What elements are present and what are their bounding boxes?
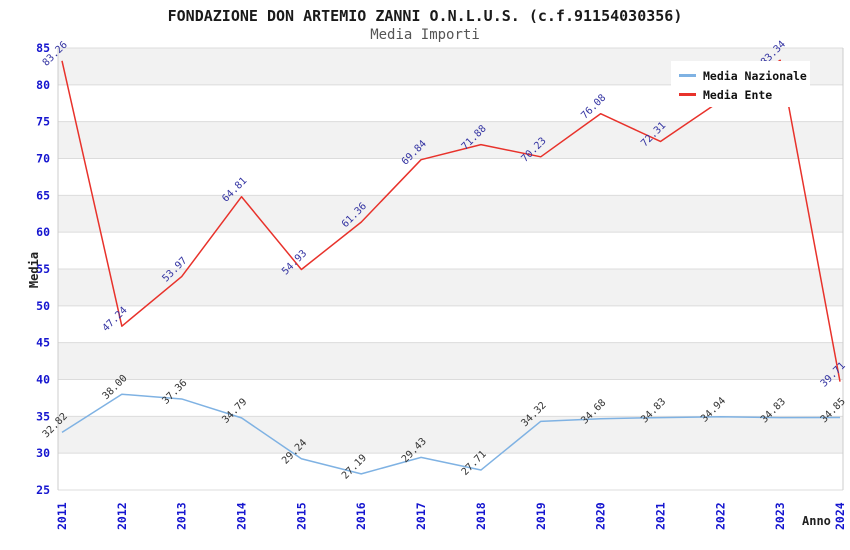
plot-band bbox=[58, 195, 843, 233]
data-label: 37.36 bbox=[160, 378, 189, 407]
y-tick-label: 35 bbox=[36, 409, 50, 423]
x-tick-label: 2015 bbox=[294, 502, 308, 530]
x-tick-label: 2011 bbox=[55, 502, 69, 530]
plot-band bbox=[58, 269, 843, 306]
x-tick-label: 2017 bbox=[414, 502, 428, 530]
x-tick-label: 2020 bbox=[594, 502, 608, 530]
data-label: 76.08 bbox=[579, 92, 608, 121]
legend-item-media-nazionale: Media Nazionale bbox=[679, 66, 810, 85]
y-tick-label: 55 bbox=[36, 262, 50, 276]
media-ente-line-swatch bbox=[679, 93, 696, 96]
x-tick-label: 2019 bbox=[534, 502, 548, 530]
y-tick-label: 70 bbox=[36, 152, 50, 166]
plot-band bbox=[58, 342, 843, 380]
x-tick-label: 2023 bbox=[773, 502, 787, 530]
plot-band bbox=[58, 416, 843, 454]
x-tick-label: 2012 bbox=[115, 502, 129, 530]
data-label: 27.19 bbox=[340, 453, 369, 482]
y-tick-label: 30 bbox=[36, 446, 50, 460]
y-tick-label: 80 bbox=[36, 78, 50, 92]
data-label: 47.24 bbox=[101, 305, 130, 334]
x-tick-label: 2021 bbox=[653, 502, 667, 530]
x-tick-label: 2016 bbox=[354, 502, 368, 530]
y-tick-label: 65 bbox=[36, 188, 50, 202]
y-tick-label: 45 bbox=[36, 336, 50, 350]
x-tick-label: 2022 bbox=[713, 502, 727, 530]
media-nazionale-line bbox=[61, 393, 841, 475]
y-tick-label: 25 bbox=[36, 483, 50, 497]
x-tick-label: 2014 bbox=[235, 502, 249, 530]
media-nazionale-line-swatch bbox=[679, 74, 696, 77]
legend-label: Media Nazionale bbox=[703, 68, 807, 83]
y-tick-label: 60 bbox=[36, 225, 50, 239]
y-tick-label: 50 bbox=[36, 299, 50, 313]
y-tick-label: 75 bbox=[36, 115, 50, 129]
x-tick-label: 2018 bbox=[474, 502, 488, 530]
x-axis-title: Anno bbox=[802, 514, 831, 528]
x-tick-label: 2024 bbox=[833, 502, 847, 530]
legend-label: Media Ente bbox=[703, 87, 773, 102]
chart-title: FONDAZIONE DON ARTEMIO ZANNI O.N.L.U.S. … bbox=[167, 7, 683, 25]
legend: Media Nazionale Media Ente bbox=[671, 61, 810, 107]
media-ente-line bbox=[61, 59, 841, 382]
y-axis-title: Media bbox=[27, 251, 41, 289]
y-tick-label: 85 bbox=[36, 41, 50, 55]
x-tick-label: 2013 bbox=[175, 502, 189, 530]
y-tick-label: 40 bbox=[36, 373, 50, 387]
legend-item-media-ente: Media Ente bbox=[679, 85, 810, 104]
chart-subtitle: Media Importi bbox=[370, 27, 480, 43]
